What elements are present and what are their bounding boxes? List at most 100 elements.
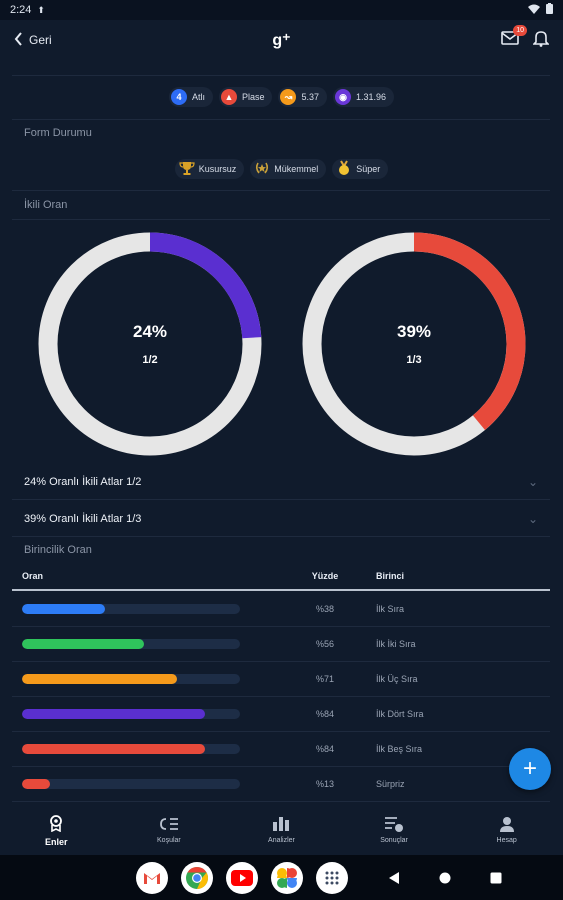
donut-percent: 39% (396, 322, 432, 341)
birinci-cell: İlk İki Sıra (376, 639, 416, 649)
progress-fill (22, 709, 206, 719)
progress-bar (22, 744, 240, 754)
nav-label: Koşular (157, 837, 181, 844)
progress-bar (22, 674, 240, 684)
donut-fraction: 1/2 (142, 354, 158, 366)
table-header: Oran Yüzde Birinci (12, 563, 550, 591)
birinci-cell: İlk Sıra (376, 604, 405, 614)
form-chip-label: Mükemmel (274, 164, 319, 174)
info-chips: 4 Atlı ▲ Plase ↝ 5.37 ◉ 1.31.96 (0, 87, 563, 107)
list-icon (159, 816, 179, 834)
progress-fill (22, 744, 206, 754)
oran-cell (12, 779, 284, 789)
divider (12, 75, 550, 76)
table-row: %38 İlk Sıra (12, 592, 550, 627)
stopwatch-icon: ◉ (335, 89, 352, 105)
photos-icon[interactable] (271, 861, 303, 894)
triangle-icon: ▲ (220, 89, 237, 105)
bottom-nav: Enler Koşular Analizler Sonuçlar Hesap (0, 805, 563, 855)
trophy-icon (179, 160, 195, 178)
home-circle-icon[interactable] (426, 872, 464, 884)
birinci-cell: Sürpriz (376, 779, 405, 789)
mail-button[interactable]: 10 (501, 24, 527, 50)
mail-badge: 10 (513, 24, 527, 36)
progress-bar (22, 639, 240, 649)
chip-label: Plase (241, 92, 265, 102)
chevron-left-icon (14, 31, 23, 49)
form-chips: Kusursuz Mükemmel Süper (0, 159, 563, 179)
add-button[interactable]: + (509, 748, 551, 790)
chevron-down-icon: ⌄ (527, 474, 538, 489)
progress-fill (22, 604, 105, 614)
nav-label: Enler (45, 836, 68, 847)
divider (12, 119, 550, 120)
bell-icon[interactable] (532, 29, 550, 52)
progress-bar (22, 779, 240, 789)
oran-cell (12, 744, 284, 754)
app-drawer-icon[interactable] (316, 861, 348, 894)
chip-atli: 4 Atlı (168, 87, 213, 107)
progress-fill (22, 779, 51, 789)
app-bar: Geri g⁺ 10 (0, 20, 563, 60)
table-row: %13 Sürpriz (12, 767, 550, 802)
chip-label: 5.37 (301, 92, 320, 102)
status-time: 2:24 (10, 4, 32, 16)
yuzde-cell: %71 (315, 674, 334, 684)
donut-arc (38, 232, 262, 456)
donut-chart-ikili-1: 24% 1/2 (37, 231, 263, 457)
nav-label: Hesap (496, 837, 517, 844)
ikili-row-label: 24% Oranlı İkili Atlar 1/2 (24, 475, 142, 488)
yuzde-cell: %38 (315, 604, 334, 614)
form-chip-label: Kusursuz (198, 164, 237, 174)
yuzde-cell: %84 (315, 709, 334, 719)
laurel-icon (254, 160, 270, 178)
progress-bar (22, 709, 240, 719)
nav-item-sonuclar[interactable]: Sonuçlar (338, 805, 451, 855)
youtube-icon[interactable] (226, 861, 258, 894)
nav-item-analizler[interactable]: Analizler (225, 805, 338, 855)
recents-square-icon[interactable] (477, 872, 515, 884)
back-triangle-icon[interactable] (375, 871, 413, 885)
oran-cell (12, 639, 284, 649)
oran-cell (12, 674, 284, 684)
donut-svg (302, 232, 526, 456)
form-chip: Süper (332, 159, 389, 179)
ikili-section-title: İkili Oran (24, 199, 68, 211)
oran-cell (12, 709, 284, 719)
nav-item-enler[interactable]: Enler (0, 805, 113, 855)
app-logo: g⁺ (272, 32, 291, 49)
nav-label: Sonuçlar (380, 837, 408, 844)
back-button[interactable]: Geri (14, 31, 52, 49)
ikili-row-label: 39% Oranlı İkili Atlar 1/3 (24, 512, 142, 525)
chip-plase: ▲ Plase (218, 87, 273, 107)
chip-time: ◉ 1.31.96 (333, 87, 395, 107)
birinci-cell: İlk Beş Sıra (376, 744, 423, 754)
gmail-icon[interactable] (136, 861, 168, 894)
nav-item-hesap[interactable]: Hesap (450, 805, 563, 855)
yuzde-cell: %13 (315, 779, 334, 789)
results-icon (384, 816, 404, 834)
form-chip: Mükemmel (250, 159, 327, 179)
progress-fill (22, 639, 145, 649)
horse-count-icon: 4 (170, 89, 187, 105)
ikili-expand-row[interactable]: 39% Oranlı İkili Atlar 1/3 ⌄ (12, 501, 550, 537)
notification-icon: ⬆ (37, 4, 45, 15)
birincilik-section-title: Birincilik Oran (24, 544, 92, 556)
table-row: %84 İlk Dört Sıra (12, 697, 550, 732)
yuzde-cell: %84 (315, 744, 334, 754)
donut-percent: 24% (132, 322, 168, 341)
nav-item-kosular[interactable]: Koşular (113, 805, 226, 855)
donut-fraction: 1/3 (406, 354, 422, 366)
divider (12, 219, 550, 220)
donut-arc (302, 232, 526, 456)
birinci-cell: İlk Dört Sıra (376, 709, 424, 719)
nav-label: Analizler (268, 837, 295, 844)
chrome-icon[interactable] (181, 861, 213, 894)
wifi-icon (528, 4, 540, 17)
route-icon: ↝ (280, 89, 297, 105)
form-chip: Kusursuz (174, 159, 245, 179)
ikili-expand-row[interactable]: 24% Oranlı İkili Atlar 1/2 ⌄ (12, 464, 550, 500)
divider (12, 190, 550, 191)
bar-chart-icon (271, 816, 291, 834)
table-row: %71 İlk Üç Sıra (12, 662, 550, 697)
